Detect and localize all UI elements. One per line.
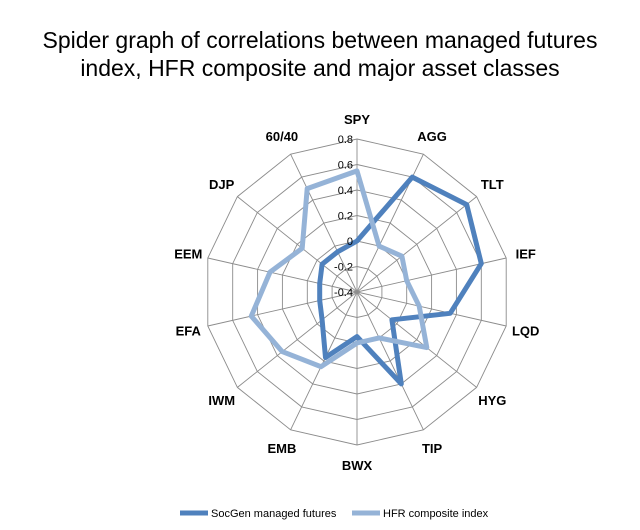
tick-label: 0.4 (338, 185, 353, 197)
category-label-60-40: 60/40 (266, 129, 299, 144)
series-line-socgen (317, 174, 484, 387)
category-label-tlt: TLT (481, 177, 504, 192)
tick-label: -0.4 (334, 287, 353, 299)
legend-label: SocGen managed futures (211, 508, 337, 520)
category-label-spy: SPY (344, 112, 370, 127)
tick-label: 0.6 (338, 160, 353, 172)
chart-title: Spider graph of correlations between man… (0, 26, 640, 82)
category-label-eem: EEM (174, 247, 202, 262)
category-label-emb: EMB (267, 441, 296, 456)
grid-spoke (356, 291, 477, 388)
grid-spoke (356, 291, 424, 430)
category-label-iwm: IWM (208, 393, 235, 408)
tick-label: 0 (347, 236, 353, 248)
category-label-tip: TIP (422, 441, 443, 456)
category-label-agg: AGG (417, 129, 447, 144)
grid-spoke (290, 154, 358, 293)
category-label-efa: EFA (176, 324, 202, 339)
grid-spoke (356, 291, 507, 327)
tick-label: -0.2 (334, 262, 353, 274)
grid-spoke (356, 154, 424, 293)
category-label-ief: IEF (516, 247, 536, 262)
grid-spoke (207, 291, 358, 327)
category-label-hyg: HYG (478, 393, 506, 408)
grid-spoke (237, 196, 358, 293)
radar-series (248, 168, 484, 387)
grid-spoke (207, 257, 358, 293)
tick-label: 0.2 (338, 211, 353, 223)
legend: SocGen managed futures HFR composite inde… (180, 508, 489, 520)
legend-label: HFR composite index (383, 508, 489, 520)
radial-tick-labels: 0.8 0.6 0.4 0.2 0 -0.2 -0.4 (334, 134, 353, 299)
grid-spoke (356, 196, 477, 293)
grid-spoke (290, 291, 358, 430)
category-label-lqd: LQD (512, 324, 539, 339)
grid-spoke (237, 291, 358, 388)
tick-label: 0.8 (338, 134, 353, 146)
category-labels: SPY AGG TLT IEF LQD HYG TIP BWX EMB IWM EFA EEM DJP 6… (174, 112, 539, 473)
series-line-hfr (248, 168, 430, 370)
chart-title-line-1: Spider graph of correlations between man… (42, 27, 598, 53)
category-label-bwx: BWX (342, 458, 373, 473)
category-label-djp: DJP (209, 177, 235, 192)
chart-title-line-2: index, HFR composite and major asset cla… (80, 55, 560, 81)
